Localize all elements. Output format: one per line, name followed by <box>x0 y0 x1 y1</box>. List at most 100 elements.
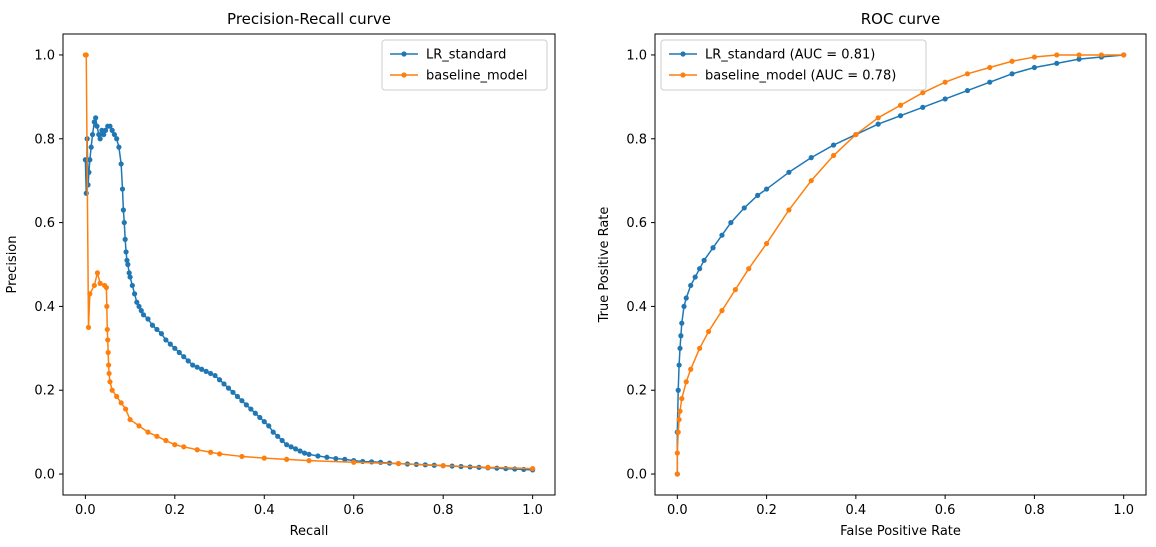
data-point <box>225 385 232 391</box>
data-point <box>116 144 122 150</box>
data-point <box>119 186 126 192</box>
data-point <box>123 406 129 412</box>
data-point <box>257 414 263 421</box>
legend-label: baseline_model <box>426 69 527 84</box>
data-point <box>1076 56 1082 62</box>
legend-label: LR_standard <box>426 48 506 63</box>
data-point <box>109 387 115 393</box>
data-point <box>306 451 312 457</box>
data-point <box>1121 52 1127 58</box>
data-point <box>261 455 267 461</box>
data-point <box>127 274 133 280</box>
x-tick-label: 0.4 <box>846 503 867 518</box>
data-point <box>808 155 814 161</box>
data-point <box>681 303 687 310</box>
data-point <box>678 333 684 339</box>
x-tick-label: 0.0 <box>75 503 96 518</box>
y-tick-label: 0.8 <box>626 132 647 147</box>
y-tick-label: 0.6 <box>626 216 647 231</box>
legend-label: LR_standard (AUC = 0.81) <box>705 48 875 63</box>
data-point <box>674 471 680 477</box>
roc-title: ROC curve <box>861 10 941 28</box>
data-point <box>83 52 89 58</box>
data-point <box>315 453 321 459</box>
data-point <box>190 362 196 368</box>
data-point <box>118 161 124 167</box>
data-point <box>239 398 245 404</box>
data-point <box>181 354 187 360</box>
y-tick-label: 0.8 <box>34 132 55 147</box>
x-tick-label: 0.0 <box>667 503 688 518</box>
legend-marker <box>680 51 686 57</box>
data-point <box>261 419 267 425</box>
data-point <box>710 245 716 251</box>
data-point <box>301 450 308 456</box>
legend-marker <box>401 51 407 57</box>
data-point <box>122 236 128 242</box>
data-point <box>172 442 178 448</box>
data-point <box>679 320 685 326</box>
data-point <box>333 455 339 462</box>
data-point <box>942 79 948 85</box>
legend-box <box>660 39 927 91</box>
data-point <box>705 328 712 335</box>
precision-recall-xlabel: Recall <box>290 524 329 539</box>
data-point <box>987 79 993 85</box>
data-point <box>875 121 881 127</box>
data-point <box>138 308 144 314</box>
data-point <box>297 448 303 454</box>
data-point <box>1031 64 1038 71</box>
data-point <box>94 123 100 129</box>
legend-entry-lr-standard-auc: LR_standard (AUC = 0.81) <box>669 48 875 63</box>
legend-entry-baseline-model: baseline_model <box>390 69 527 84</box>
y-tick-label: 0.4 <box>34 300 55 315</box>
data-point <box>275 433 281 439</box>
legend-box <box>381 39 548 91</box>
data-point <box>208 370 214 377</box>
data-point <box>185 358 191 364</box>
data-point <box>719 232 725 238</box>
data-point <box>104 303 110 310</box>
data-point <box>145 429 151 435</box>
data-point <box>149 322 156 328</box>
data-point <box>697 266 703 272</box>
data-point <box>234 393 241 400</box>
data-point <box>677 408 683 414</box>
data-point <box>485 464 491 470</box>
data-point <box>786 207 792 213</box>
data-point <box>676 362 682 368</box>
data-point <box>1098 52 1104 58</box>
precision-recall-title: Precision-Recall curve <box>227 10 391 28</box>
data-point <box>114 393 120 400</box>
data-point <box>167 341 173 347</box>
data-point <box>134 299 140 305</box>
data-point <box>176 349 182 356</box>
data-point <box>697 345 703 351</box>
data-point <box>741 205 747 211</box>
data-point <box>107 123 113 129</box>
data-point <box>763 186 770 192</box>
data-point <box>194 364 200 370</box>
y-tick-label: 0.2 <box>34 384 55 399</box>
data-point <box>85 324 92 330</box>
x-tick-label: 0.6 <box>343 503 364 518</box>
roc-axes-frame <box>654 33 1147 496</box>
data-point <box>104 326 110 333</box>
data-point <box>102 127 109 133</box>
data-point <box>93 115 99 121</box>
data-point <box>111 131 118 138</box>
roc-plot-area <box>674 52 1127 477</box>
data-point <box>351 459 357 465</box>
data-point <box>676 416 682 423</box>
series-1-group <box>674 52 1127 477</box>
data-point <box>1054 60 1060 66</box>
data-point <box>124 257 130 263</box>
x-tick-label: 0.4 <box>254 503 275 518</box>
data-point <box>987 64 993 71</box>
data-point <box>1076 52 1082 58</box>
precision-recall-ylabel: Precision <box>5 235 20 293</box>
x-tick-label: 0.8 <box>1024 503 1045 518</box>
data-point <box>675 429 681 435</box>
x-tick-label: 0.8 <box>433 503 454 518</box>
data-point <box>830 152 837 159</box>
